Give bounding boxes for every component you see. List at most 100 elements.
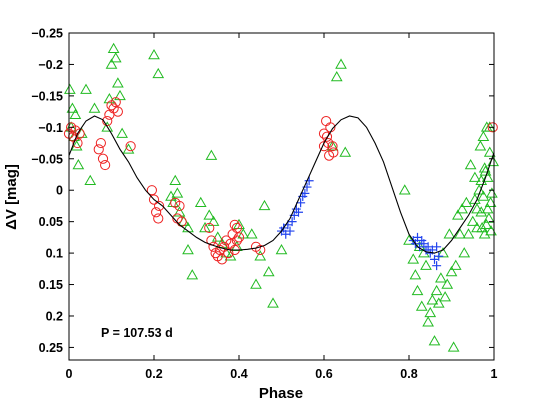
triangle-point (84, 174, 97, 186)
triangle-point (267, 297, 279, 308)
x-tick-label: 0.2 (145, 367, 162, 381)
circle-point (204, 222, 215, 234)
circle-point (74, 128, 85, 139)
circle-point (321, 115, 332, 127)
triangle-point (471, 221, 483, 233)
triangle-point (464, 159, 477, 170)
triangle-point (194, 196, 207, 208)
circle-series (63, 97, 498, 265)
fit-curve (68, 115, 495, 254)
triangle-point (182, 243, 194, 255)
plus-point (434, 251, 444, 261)
circle-point (112, 106, 123, 117)
x-axis-title: Phase (259, 385, 303, 402)
triangle-point (462, 228, 475, 239)
triangle-point (480, 218, 493, 230)
triangle-point (474, 140, 487, 151)
triangle-point (460, 196, 473, 208)
triangle-point (411, 284, 424, 296)
triangle-point (478, 162, 491, 173)
triangle-point (432, 297, 445, 308)
x-tick-label: 0.6 (315, 367, 332, 381)
triangle-point (114, 89, 126, 101)
triangle-point (72, 159, 85, 170)
circle-point (154, 200, 165, 212)
plus-point (287, 217, 297, 227)
triangle-point (80, 83, 92, 94)
triangle-point (105, 58, 118, 69)
circle-point (125, 141, 136, 152)
circle-point (100, 159, 111, 171)
y-tick-label: −0.25 (31, 27, 63, 41)
circle-point (223, 247, 234, 259)
triangle-point (424, 306, 437, 318)
triangle-point (112, 77, 124, 88)
triangle-point (109, 52, 122, 63)
y-tick-label: 0 (56, 184, 63, 198)
triangle-point (254, 250, 267, 261)
triangle-point (250, 278, 262, 289)
x-tick-label: 0.4 (230, 367, 247, 381)
chart-marks (63, 42, 500, 352)
triangle-point (66, 102, 79, 113)
triangle-point (116, 127, 128, 138)
triangle-point (326, 140, 339, 151)
plus-point (304, 176, 314, 186)
triangle-point (88, 102, 101, 113)
triangle-point (335, 58, 347, 69)
circle-point (93, 144, 104, 155)
circle-point (328, 147, 339, 158)
circle-point (146, 185, 157, 196)
circle-point (487, 122, 498, 133)
triangle-point (398, 184, 411, 195)
circle-point (255, 244, 266, 256)
x-tick-label: 1 (491, 367, 498, 381)
y-tick-label: 0.05 (39, 215, 63, 229)
triangle-point (475, 174, 488, 186)
y-tick-label: −0.1 (38, 121, 63, 135)
triangle-point (454, 228, 466, 239)
circle-point (174, 200, 185, 212)
y-tick-label: 0.2 (46, 309, 63, 323)
triangle-point (171, 187, 184, 198)
circle-point (110, 97, 121, 108)
triangle-point (173, 206, 186, 217)
triangle-point (483, 212, 495, 223)
triangle-point (275, 243, 288, 255)
x-tick-label: 0.8 (400, 367, 417, 381)
y-tick-label: 0.25 (39, 341, 63, 355)
triangle-point (469, 171, 481, 182)
triangle-point (122, 143, 135, 154)
triangle-point (458, 247, 471, 258)
triangle-point (439, 291, 451, 302)
triangle-point (422, 316, 434, 327)
circle-point (321, 131, 333, 142)
triangle-point (224, 250, 237, 261)
triangle-point (262, 265, 275, 277)
triangle-point (430, 284, 443, 296)
y-axis-title: ΔV [mag] (3, 164, 20, 230)
circle-point (153, 213, 164, 224)
circle-point (233, 232, 245, 243)
triangle-point (245, 228, 258, 239)
plus-point (294, 207, 303, 217)
triangle-point (456, 203, 468, 214)
triangle-point (441, 278, 454, 289)
triangle-series (63, 42, 500, 352)
triangle-point (330, 71, 343, 82)
triangle-point (445, 265, 458, 277)
triangle-point (477, 190, 490, 201)
y-tick-label: −0.05 (31, 152, 63, 166)
triangle-point (484, 196, 497, 208)
triangle-point (101, 121, 114, 132)
triangle-point (481, 203, 494, 214)
triangle-point (466, 215, 479, 226)
x-tick-label: 0 (66, 367, 73, 381)
triangle-point (211, 231, 224, 242)
triangle-point (186, 269, 199, 280)
circle-point (231, 235, 242, 246)
circle-point (318, 128, 330, 139)
triangle-point (103, 93, 116, 104)
triangle-point (70, 140, 83, 151)
triangle-point (258, 199, 271, 211)
